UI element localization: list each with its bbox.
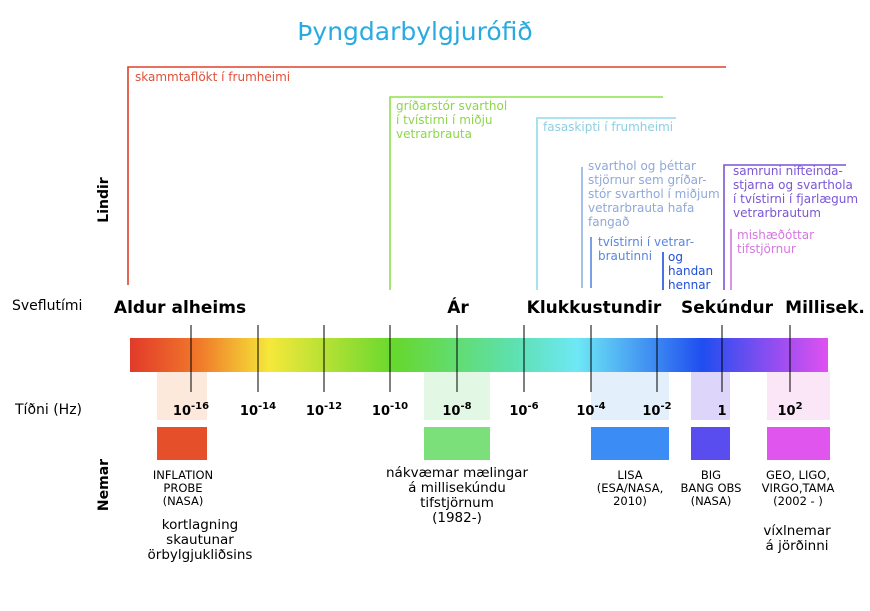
band-shade bbox=[157, 372, 207, 420]
detector-note: örbylgjukliðsins bbox=[148, 547, 253, 563]
frequency-tick-label: 102 bbox=[777, 401, 802, 419]
tick-base: 10 bbox=[509, 404, 527, 419]
frequency-tick-label: 10-8 bbox=[442, 401, 471, 419]
source-label: stjörnur sem gríðar- bbox=[588, 173, 707, 187]
frequency-tick-label: 10-10 bbox=[372, 401, 408, 419]
detector-band bbox=[591, 427, 669, 460]
title: Þyngdarbylgjurófið bbox=[297, 17, 532, 46]
detector-label: (NASA) bbox=[163, 494, 204, 508]
period-label: Klukkustundir bbox=[527, 298, 662, 318]
period-label: Sekúndur bbox=[681, 298, 774, 318]
source-label: skammtaflökt í frumheimi bbox=[135, 70, 290, 84]
sources-label: Lindir bbox=[96, 177, 112, 223]
period-label: Ár bbox=[447, 296, 469, 318]
band-shade bbox=[691, 372, 730, 420]
tick-exponent: -6 bbox=[527, 401, 538, 412]
source-label: og bbox=[668, 250, 683, 264]
detector-note: kortlagning bbox=[162, 517, 238, 533]
tick-exponent: -8 bbox=[460, 401, 471, 412]
detector-band bbox=[767, 427, 830, 460]
tick-base: 10 bbox=[442, 404, 460, 419]
source-bracket bbox=[536, 117, 676, 290]
tick-base: 1 bbox=[717, 404, 726, 419]
detector-label: BANG OBS bbox=[681, 481, 742, 495]
frequency-tick-label: 1 bbox=[717, 404, 726, 419]
detector-label: VIRGO,TAMA bbox=[762, 481, 835, 495]
detector-label: GEO, LIGO, bbox=[766, 468, 830, 482]
detector-label: (NASA) bbox=[691, 494, 732, 508]
source-label: vetrarbrauta bbox=[396, 127, 472, 141]
source-bracket bbox=[127, 66, 726, 285]
source-label: hennar bbox=[668, 278, 711, 292]
source-label: vetrarbrautum bbox=[733, 206, 821, 220]
spectrum-bar bbox=[130, 338, 828, 372]
detector-label: BIG bbox=[701, 468, 721, 482]
detector-label: INFLATION bbox=[153, 468, 213, 482]
tick-exponent: -12 bbox=[324, 401, 342, 412]
tick-base: 10 bbox=[576, 404, 594, 419]
detector-label: PROBE bbox=[163, 481, 202, 495]
detector-label: (2002 - ) bbox=[773, 494, 823, 508]
frequency-tick-label: 10-12 bbox=[306, 401, 342, 419]
source-label: í tvístirni í fjarlægum bbox=[733, 192, 858, 206]
source-bracket bbox=[723, 164, 846, 290]
source-label: gríðarstór svarthol bbox=[396, 99, 507, 113]
detector-label: 2010) bbox=[613, 494, 647, 508]
detector-note: skautunar bbox=[166, 532, 234, 548]
detectors-label: Nemar bbox=[96, 459, 112, 511]
period-label: Millisek. bbox=[785, 298, 865, 318]
frequency-tick-label: 10-16 bbox=[173, 401, 209, 419]
frequency-tick-label: 10-6 bbox=[509, 401, 538, 419]
source-label: stjarna og svarthola bbox=[733, 178, 853, 192]
tick-exponent: -2 bbox=[660, 401, 671, 412]
source-label: fasaskipti í frumheimi bbox=[543, 120, 673, 134]
detector-band bbox=[691, 427, 730, 460]
tick-base: 10 bbox=[306, 404, 324, 419]
source-label: í tvístirni í miðju bbox=[396, 113, 493, 127]
tick-base: 10 bbox=[372, 404, 390, 419]
source-label: brautinni bbox=[598, 249, 652, 263]
source-label: svarthol og þéttar bbox=[588, 159, 696, 173]
detector-label: tifstjörnum bbox=[420, 495, 494, 511]
tick-base: 10 bbox=[777, 404, 795, 419]
source-label: mishæðóttar bbox=[737, 228, 814, 242]
band-shade bbox=[767, 372, 830, 420]
tick-exponent: -16 bbox=[191, 401, 209, 412]
source-bracket bbox=[389, 96, 663, 290]
source-label: handan bbox=[668, 264, 713, 278]
tick-exponent: -10 bbox=[390, 401, 408, 412]
detector-band bbox=[157, 427, 207, 460]
source-label: stór svarthol í miðjum bbox=[588, 187, 720, 201]
source-label: tvístirni í vetrar- bbox=[598, 235, 694, 249]
detector-label: (ESA/NASA, bbox=[597, 481, 664, 495]
tick-base: 10 bbox=[642, 404, 660, 419]
frequency-tick-label: 10-4 bbox=[576, 401, 605, 419]
detector-band bbox=[424, 427, 490, 460]
tick-base: 10 bbox=[240, 404, 258, 419]
band-shade bbox=[591, 372, 669, 420]
detector-label: LISA bbox=[617, 468, 642, 482]
detector-note: víxlnemar bbox=[763, 523, 831, 539]
detector-note: á jörðinni bbox=[766, 538, 829, 554]
detector-label: (1982-) bbox=[432, 510, 482, 526]
tick-exponent: -14 bbox=[258, 401, 276, 412]
source-label: tifstjörnur bbox=[737, 242, 796, 256]
tick-exponent: 2 bbox=[796, 401, 803, 412]
frequency-tick-label: 10-2 bbox=[642, 401, 671, 419]
frequency-tick-label: 10-14 bbox=[240, 401, 276, 419]
tick-exponent: -4 bbox=[594, 401, 605, 412]
period-label: Aldur alheims bbox=[114, 298, 246, 318]
source-label: fangað bbox=[588, 215, 630, 229]
detector-label: nákvæmar mælingar bbox=[386, 465, 528, 481]
tick-base: 10 bbox=[173, 404, 191, 419]
frequency-label: Tíðni (Hz) bbox=[14, 402, 82, 418]
period-label: Sveflutími bbox=[12, 298, 82, 314]
source-label: vetrarbrauta hafa bbox=[588, 201, 694, 215]
detector-label: á millisekúndu bbox=[408, 480, 506, 496]
source-label: samruni nifteinda- bbox=[733, 164, 843, 178]
